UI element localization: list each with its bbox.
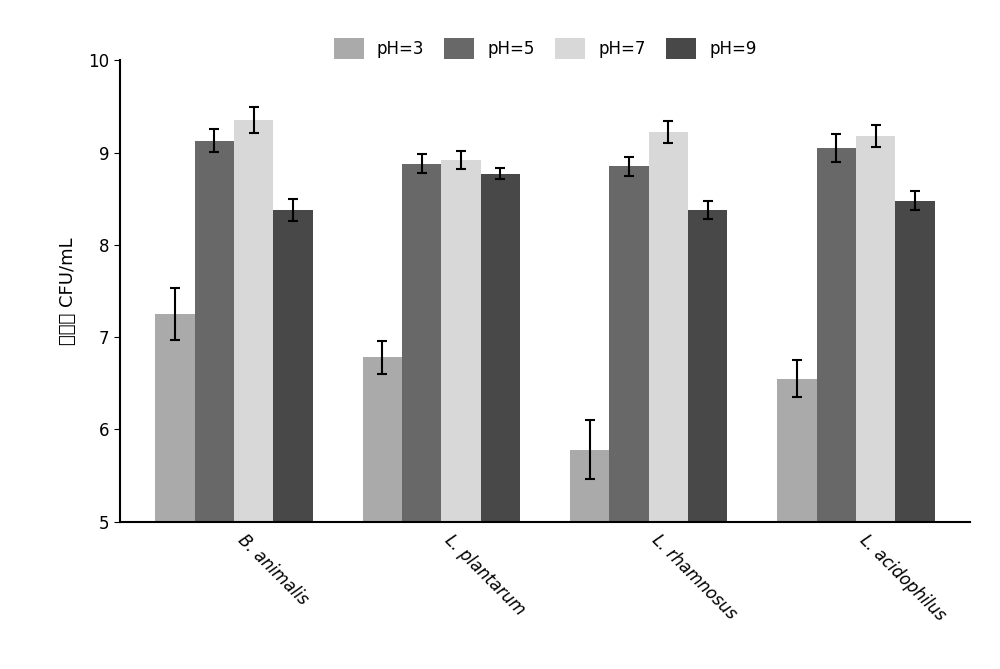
Bar [273, 210, 313, 522]
Bar [609, 167, 649, 522]
Bar [441, 160, 481, 522]
Bar [363, 357, 402, 522]
Bar [688, 210, 727, 522]
Bar [895, 201, 935, 522]
Bar [570, 450, 609, 522]
Bar [195, 140, 234, 522]
Bar [777, 379, 817, 522]
Bar [481, 174, 520, 522]
Bar [817, 148, 856, 522]
Bar [234, 120, 273, 522]
Bar [155, 314, 195, 522]
Bar [402, 164, 441, 522]
Bar [649, 132, 688, 522]
Legend: pH=3, pH=5, pH=7, pH=9: pH=3, pH=5, pH=7, pH=9 [327, 31, 763, 66]
Bar [856, 136, 895, 522]
Y-axis label: 活菌数 CFU/mL: 活菌数 CFU/mL [59, 237, 77, 345]
